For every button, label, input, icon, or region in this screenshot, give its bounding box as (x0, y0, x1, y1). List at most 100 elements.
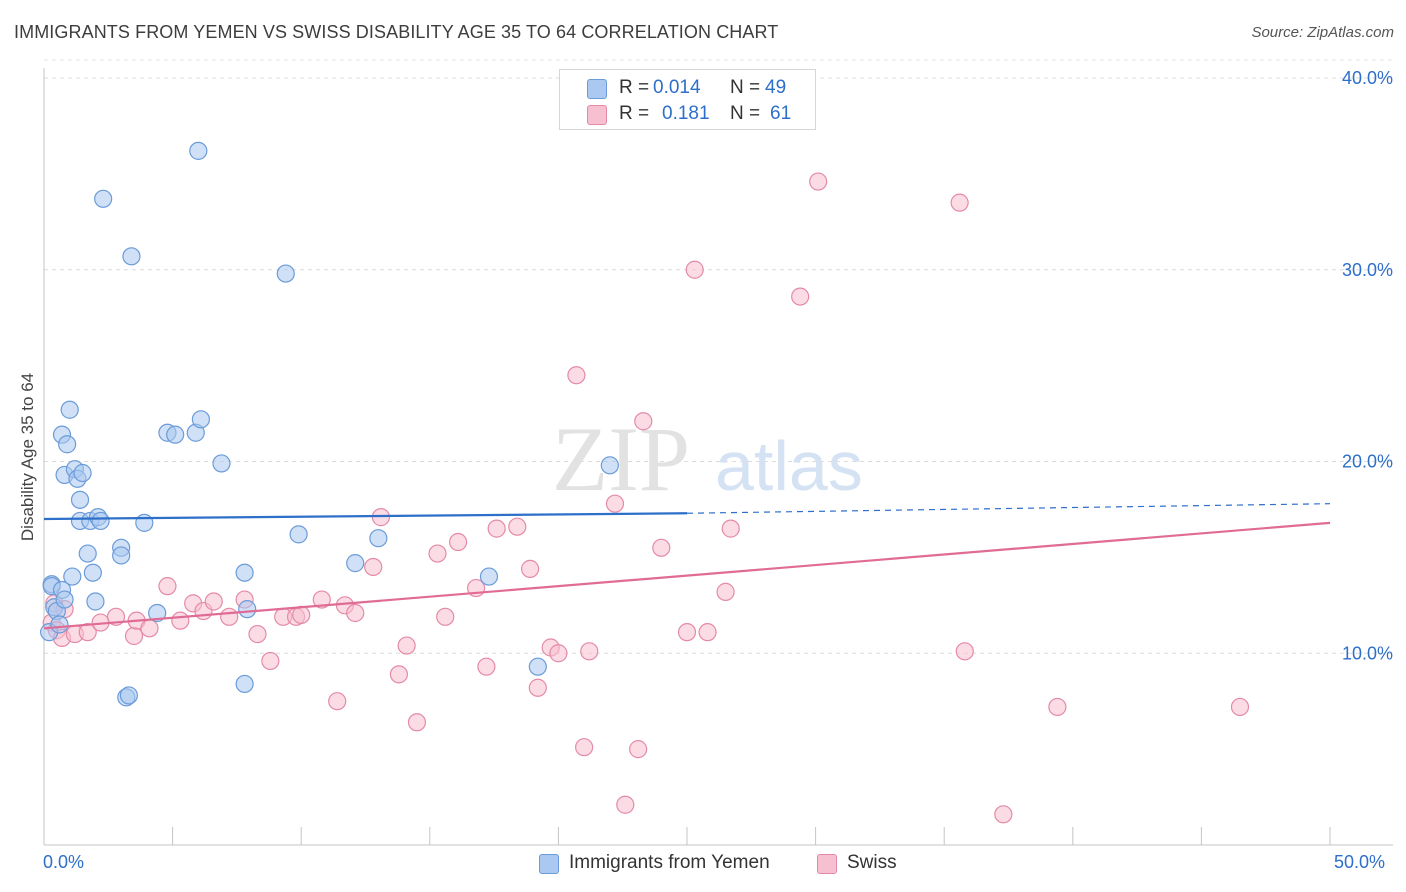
x-axis-min-label: 0.0% (43, 852, 85, 872)
yemen-trend-line (43, 512, 688, 521)
swiss-point (171, 611, 190, 630)
yemen-point (70, 490, 90, 509)
swiss-point (204, 592, 223, 611)
swiss-trend-line (43, 521, 1331, 630)
yemen-point (78, 544, 97, 563)
yemen-point (189, 141, 208, 160)
legend-swatch-yemen (539, 854, 559, 874)
yemen-point (346, 554, 365, 573)
swiss-point (407, 713, 427, 732)
watermark-zip: ZIP (552, 408, 690, 510)
source-label: Source: ZipAtlas.com (1251, 24, 1394, 41)
yemen-point (91, 511, 110, 531)
swiss-point (261, 651, 280, 671)
swiss-point (616, 795, 635, 814)
yemen-point (86, 592, 105, 611)
swiss-point (248, 624, 267, 644)
swiss-point (487, 519, 506, 538)
stats-legend: R = 0.014 N = 49 R = 0.181 N = 61 (559, 69, 816, 130)
swiss-point (477, 657, 496, 676)
swiss-point (528, 678, 547, 697)
swiss-point (1048, 697, 1067, 717)
swiss-point (605, 494, 625, 513)
y-axis-label: Disability Age 35 to 64 (18, 372, 37, 542)
yemen-point (191, 410, 210, 429)
axes (43, 68, 1393, 846)
swiss-point (685, 260, 704, 279)
swiss-point (809, 172, 828, 191)
swiss-point (567, 366, 586, 385)
swiss-point (677, 623, 697, 642)
swiss-point (955, 642, 974, 661)
yemen-point (60, 400, 79, 419)
swiss-point (312, 590, 331, 609)
swiss-point (575, 738, 594, 757)
data-points (40, 141, 1250, 824)
swiss-point (436, 607, 455, 626)
swiss-point (580, 642, 599, 661)
swiss-point (716, 582, 735, 601)
yemen-point (58, 435, 77, 454)
swiss-point (950, 193, 969, 212)
swiss-point (346, 603, 365, 623)
swiss-point (158, 577, 177, 596)
legend-swatch-yemen (587, 79, 607, 99)
legend-r-label: R = (619, 77, 650, 98)
swiss-point (652, 538, 671, 557)
x-axis-max-label: 50.0% (1334, 852, 1386, 872)
watermark: ZIP atlas (552, 408, 863, 510)
legend-r-label: R = (619, 103, 650, 124)
swiss-point (140, 619, 159, 638)
y-tick-label: 20.0% (1342, 452, 1393, 472)
watermark-atlas: atlas (715, 427, 863, 505)
yemen-point (94, 189, 113, 208)
yemen-point (135, 513, 154, 532)
swiss-point (328, 692, 347, 711)
yemen-point (276, 264, 295, 283)
swiss-point (124, 626, 144, 646)
swiss-point (791, 287, 810, 306)
tick-labels: 10.0% 20.0% 30.0% 40.0% (1342, 68, 1393, 663)
yemen-point (528, 657, 547, 676)
legend-label-swiss: Swiss (847, 852, 897, 873)
y-tick-label: 40.0% (1342, 68, 1393, 88)
yemen-point (600, 456, 619, 475)
legend-r-value: 0.181 (662, 103, 710, 124)
swiss-point (364, 557, 383, 577)
yemen-point (166, 425, 185, 444)
legend-n-value: 61 (770, 103, 792, 124)
swiss-point (698, 623, 717, 642)
swiss-point (428, 544, 447, 563)
swiss-point (389, 665, 409, 684)
yemen-point (238, 600, 257, 619)
yemen-point (148, 603, 167, 623)
swiss-point (448, 532, 468, 552)
y-tick-label: 30.0% (1342, 260, 1393, 280)
yemen-point (122, 247, 141, 266)
yemen-point (289, 525, 308, 544)
yemen-point (55, 590, 74, 609)
swiss-point (629, 740, 648, 759)
yemen-trend-line-extension (686, 503, 1331, 514)
yemen-point (112, 546, 131, 565)
chart-title: IMMIGRANTS FROM YEMEN VS SWISS DISABILIT… (14, 22, 779, 42)
yemen-point (73, 463, 92, 483)
legend-label-yemen: Immigrants from Yemen (569, 852, 770, 873)
yemen-point (212, 454, 231, 473)
legend-n-value: 49 (765, 77, 787, 98)
yemen-point (235, 563, 254, 582)
legend-swatch-swiss (817, 854, 837, 874)
yemen-point (479, 567, 499, 586)
legend-r-value: 0.014 (653, 77, 701, 98)
swiss-point (549, 644, 568, 663)
swiss-point (292, 605, 311, 625)
yemen-point (50, 615, 69, 634)
swiss-point (220, 607, 239, 626)
y-tick-label: 10.0% (1342, 643, 1393, 663)
yemen-point (369, 529, 388, 548)
swiss-point (1230, 697, 1250, 717)
yemen-point (235, 674, 254, 694)
swiss-point (721, 519, 740, 538)
swiss-point (508, 517, 527, 536)
